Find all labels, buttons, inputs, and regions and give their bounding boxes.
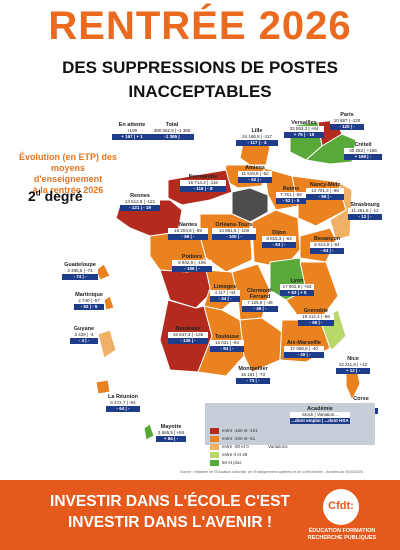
region-guadeloupe[interactable] [95, 263, 111, 281]
region-montpellier[interactable] [239, 317, 283, 373]
academy-label: Nancy-Metz 13 701,3 | -96- 96 | - [306, 182, 344, 200]
academy-label: Grenoble 19 412,4 | -66- 66 | - [298, 308, 334, 326]
degree-number: 2 [28, 188, 36, 204]
swatch [210, 444, 219, 450]
academy-label: Montpellier 16 181 | -73- 73 | - [236, 366, 270, 384]
academy-label: Guyane 3 429 | -4- 4 | - [70, 326, 98, 344]
degree-label: 2d degré [28, 188, 83, 204]
region-mayotte[interactable] [143, 423, 155, 441]
academy-label: Martinique 2 740 | -57- 52 | - 5 [74, 292, 104, 310]
academy-label: Aix-Marseille 17 056,5 | -40- 40 | - [284, 340, 324, 358]
academy-label: Guadeloupe 3 495,5 | -74- 74 | - [62, 262, 98, 280]
academy-label: Nice 12 211,8 | +12 + 12 | - [336, 356, 370, 374]
academy-label: Amiens 11 619,6 | -52- 52 | - [238, 165, 272, 183]
degree-sup: d [35, 188, 41, 198]
legend-stock: Stock | Variation... [290, 412, 350, 418]
legend-variations: Variations [268, 444, 288, 449]
academy-label: Bordeaux 19 647,3 | -135- 135 | - [168, 326, 208, 344]
legend-title: Académie [307, 406, 333, 412]
academy-label: Créteil 30 253 | +168 + 168 | - [344, 142, 382, 160]
legend-item: entre -100 et -51 [210, 436, 255, 442]
region-guyane[interactable] [97, 329, 117, 359]
academy-label: Lyon 17 902,9 | +83 + 83 | + 5 [280, 278, 314, 296]
academy-label: Versailles 33 593,3 | +84 + 75 | - 15 [284, 120, 324, 138]
academy-label: Besançon 6 513,8 | -64- 64 | - [310, 236, 344, 254]
inset-creteil[interactable] [304, 133, 357, 165]
logo-caption-2: RECHERCHE PUBLIQUES [307, 535, 377, 541]
academy-label: Limoges 4 117 | -44- 44 | - [210, 284, 240, 302]
legend-badge: ...dont emploi | ...dont HSA [290, 418, 350, 424]
swatch [210, 428, 219, 434]
swatch [210, 436, 219, 442]
legend-box [205, 403, 375, 445]
cfdt-logo: Cfdt: [323, 489, 359, 525]
academy-label: Clermont-Ferrand 7 125,9 | -49- 49 | - [242, 288, 278, 312]
footer-line-2: INVESTIR DANS L'AVENIR ! [67, 514, 273, 531]
region-martinique[interactable] [103, 295, 115, 311]
intro-line-3: à la rentrée 2026 [32, 185, 104, 195]
subtitle-line-1: DES SUPPRESSIONS DE POSTES [62, 58, 338, 77]
academy-label: Poitiers 9 942,9 | -106- 106 | - [172, 254, 212, 272]
swatch [210, 452, 219, 458]
logo-text: Cfdt: [328, 500, 354, 512]
swatch [210, 460, 219, 466]
academy-label: Toulouse 16 031 | -84- 84 | - [210, 334, 244, 352]
academy-label: Reims 7 751 | -58- 52 | - 5 [276, 186, 306, 204]
intro-line-1: Évolution (en ETP) des [18, 152, 117, 162]
page-title: RENTRÉE 2026 [48, 4, 352, 48]
academy-label: Normandie 16 714,3 | -116- 116 | - 8 [180, 174, 226, 192]
region-la-reunion[interactable] [95, 379, 111, 395]
academy-label: Nantes 16 204,6 | -69- 69 | - [168, 222, 208, 240]
academy-label: Lille 24 166,8 | -117- 117 | - 4 [236, 128, 278, 146]
academy-label: Total 390 562,8 | -1 365 -1 365 | [150, 122, 194, 140]
legend-item: entre -160 et -101 [210, 428, 258, 434]
academy-label: La Réunion 8 472,7 | -64- 64 | - [106, 394, 140, 412]
degree-word: degré [44, 188, 83, 204]
legend-item: 50 et plus [210, 460, 242, 466]
subtitle-line-2: INACCEPTABLES [128, 82, 272, 101]
intro-note: Évolution (en ETP) des moyens d'enseigne… [18, 152, 118, 196]
academy-label: Orléans-Tours 14 861,5 | -100- 100 | - [212, 222, 256, 240]
academy-label: Rennes 13 612,8 | -121- 121 | - 19 [120, 193, 160, 211]
logo-caption-1: ÉDUCATION FORMATION [308, 528, 376, 534]
academy-label: Strasbourg 11 461,6 | -12- 12 | - [348, 202, 382, 220]
source-note: Source : ministère de l'Éducation nation… [180, 470, 363, 474]
academy-label: Mayotte 3 665,5 | +84 + 84 | - [156, 424, 186, 442]
legend-item: entre 0 et 49 [210, 452, 247, 458]
academy-label: Dijon 8 815,3 | -63- 63 | - [262, 230, 296, 248]
legend-item: entre -50 et 0 [210, 444, 249, 450]
academy-label: En attente +109 + 167 | + 1 [112, 122, 152, 140]
footer-line-1: INVESTIR DANS L'ÉCOLE C'EST [50, 493, 290, 510]
legend-academy: Académie Stock | Variation... ...dont em… [290, 406, 350, 424]
intro-line-2: moyens d'enseignement [33, 163, 103, 184]
academy-label: Paris 10 887 | -120- 120 | - [330, 112, 364, 130]
